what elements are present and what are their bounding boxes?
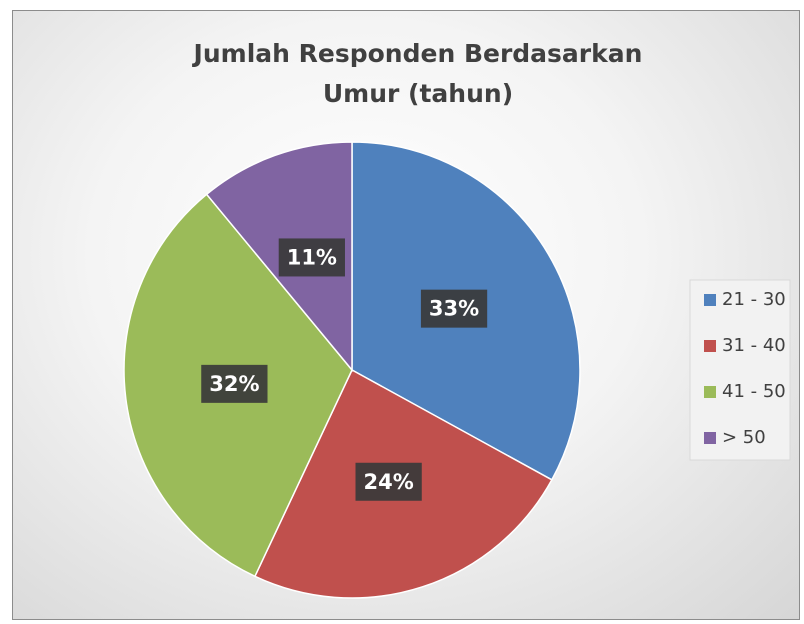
data-label: 33% xyxy=(420,289,488,328)
legend-label: 41 - 50 xyxy=(722,381,786,402)
data-label-box xyxy=(278,238,345,277)
legend-swatch xyxy=(704,386,716,398)
data-label-text: 24% xyxy=(364,470,414,494)
data-label-text: 11% xyxy=(287,245,337,269)
legend-swatch xyxy=(704,432,716,444)
legend-label: 21 - 30 xyxy=(722,289,786,310)
data-label: 11% xyxy=(278,238,345,277)
data-label: 32% xyxy=(201,364,268,403)
data-label: 24% xyxy=(355,462,422,501)
data-label-text: 33% xyxy=(429,297,479,321)
chart-title: Jumlah Responden Berdasarkan Umur (tahun… xyxy=(193,39,643,108)
legend-box xyxy=(689,279,791,461)
data-label-box xyxy=(420,289,488,328)
data-label-box xyxy=(201,364,268,403)
legend-label: > 50 xyxy=(722,427,766,448)
data-label-text: 32% xyxy=(209,372,259,396)
legend-swatch xyxy=(704,340,716,352)
data-label-box xyxy=(355,462,422,501)
legend-swatch xyxy=(704,294,716,306)
legend-label: 31 - 40 xyxy=(722,335,786,356)
